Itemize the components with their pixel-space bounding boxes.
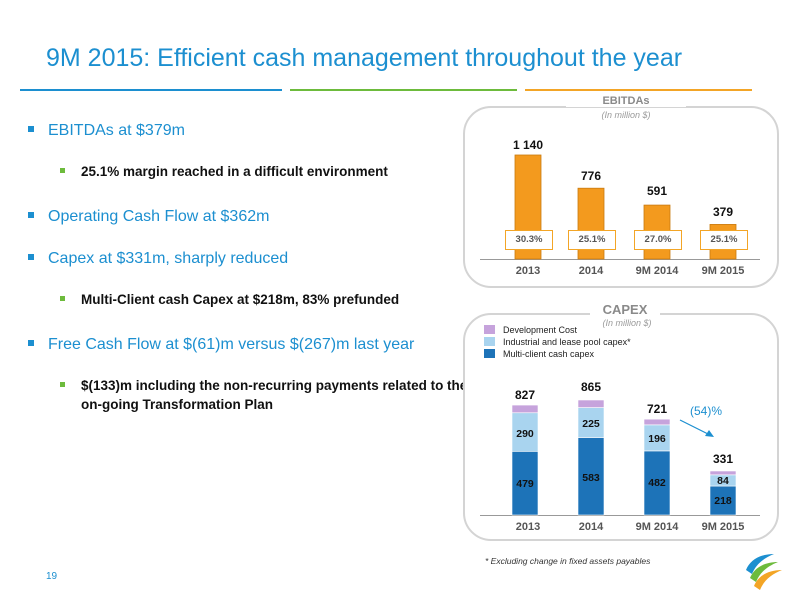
ebitda-value-label: 379 [712, 205, 734, 219]
capex-segment-label-mc: 218 [714, 495, 732, 507]
capex-bar-segment [577, 437, 605, 516]
capex-subtitle: (In million $) [602, 318, 652, 328]
company-logo [746, 554, 782, 590]
legend-swatch [484, 349, 495, 358]
capex-total-label: 721 [646, 402, 668, 416]
title-rule-green [290, 89, 517, 91]
capex-segment-label-ind: 196 [648, 433, 666, 445]
capex-bar-segment [643, 424, 671, 452]
bullet-text: 25.1% margin reached in a difficult envi… [81, 164, 388, 179]
bullet-text: Free Cash Flow at $(61)m versus $(267)m … [48, 336, 415, 353]
legend-item-industrial: Industrial and lease pool capex* [484, 336, 631, 348]
title-rule-blue [20, 89, 282, 91]
legend-item-multiclient: Multi-client cash capex [484, 348, 631, 360]
sub-bullet-item: $(133)m including the non-recurring paym… [28, 376, 468, 414]
bullet-text: Multi-Client cash Capex at $218m, 83% pr… [81, 292, 400, 307]
bullet-item: Capex at $331m, sharply reduced [28, 248, 468, 269]
capex-title: CAPEX [590, 302, 660, 317]
capex-bar-segment [511, 404, 539, 414]
ebitda-margin-badge: 30.3% [505, 230, 553, 250]
capex-segment-label-ind: 84 [717, 475, 729, 487]
ebitda-x-tick: 2013 [515, 265, 541, 277]
page-title: 9M 2015: Efficient cash management throu… [46, 44, 683, 72]
capex-bar-segment [709, 470, 737, 476]
bullet-marker [28, 340, 34, 346]
ebitda-margin-badge: 27.0% [634, 230, 682, 250]
capex-segment-label-mc: 482 [648, 477, 666, 489]
capex-x-tick: 9M 2014 [635, 521, 679, 533]
sub-bullet-marker [60, 382, 65, 387]
footnote: * Excluding change in fixed assets payab… [485, 556, 651, 566]
capex-bar-segment [577, 399, 605, 408]
legend-label: Industrial and lease pool capex* [503, 337, 631, 347]
capex-change-annotation: (54)% [690, 404, 723, 418]
capex-segment-label-ind: 225 [582, 418, 600, 430]
sub-bullet-marker [60, 168, 65, 173]
legend-label: Multi-client cash capex [503, 349, 595, 359]
legend-swatch [484, 337, 495, 346]
bullet-list: EBITDAs at $379m 25.1% margin reached in… [28, 120, 468, 439]
bullet-marker [28, 126, 34, 132]
capex-segment-label-mc: 479 [516, 478, 534, 490]
bullet-item: EBITDAs at $379m [28, 120, 468, 141]
capex-x-tick: 9M 2015 [701, 521, 745, 533]
legend-label: Development Cost [503, 325, 578, 335]
bullet-text: EBITDAs at $379m [48, 122, 185, 139]
capex-x-tick: 2013 [515, 521, 541, 533]
sub-bullet-item: Multi-Client cash Capex at $218m, 83% pr… [28, 290, 468, 309]
ebitda-value-label: 776 [580, 169, 602, 183]
capex-change-arrowhead [705, 430, 714, 437]
capex-segment-label-mc: 583 [582, 472, 600, 484]
legend-item-development: Development Cost [484, 324, 631, 336]
ebitda-margin-badge: 25.1% [568, 230, 616, 250]
capex-bar-segment [643, 418, 671, 426]
ebitda-value-label: 1 140 [512, 138, 544, 152]
capex-total-label: 865 [580, 380, 602, 394]
bullet-marker [28, 254, 34, 260]
capex-x-tick: 2014 [578, 521, 604, 533]
bullet-item: Free Cash Flow at $(61)m versus $(267)m … [28, 334, 428, 355]
capex-total-label: 331 [712, 452, 734, 466]
capex-legend: Development Cost Industrial and lease po… [484, 324, 631, 360]
ebitda-subtitle: (In million $) [601, 110, 651, 120]
bullet-item: Operating Cash Flow at $362m [28, 206, 468, 227]
bullet-text: Operating Cash Flow at $362m [48, 208, 270, 225]
ebitda-value-label: 591 [646, 184, 668, 198]
title-rule-orange [525, 89, 752, 91]
capex-segment-label-ind: 290 [516, 428, 534, 440]
ebitda-x-tick: 9M 2015 [701, 265, 745, 277]
capex-change-arrow [679, 419, 713, 437]
ebitda-title: EBITDAs [566, 95, 686, 107]
capex-bar-segment [643, 450, 671, 516]
legend-swatch [484, 325, 495, 334]
ebitda-x-tick: 2014 [578, 265, 604, 277]
bullet-text: $(133)m including the non-recurring paym… [81, 378, 468, 412]
ebitda-margin-badge: 25.1% [700, 230, 748, 250]
ebitda-x-tick: 9M 2014 [635, 265, 679, 277]
bullet-text: Capex at $331m, sharply reduced [48, 250, 289, 267]
capex-total-label: 827 [514, 388, 536, 402]
sub-bullet-item: 25.1% margin reached in a difficult envi… [28, 162, 468, 181]
sub-bullet-marker [60, 296, 65, 301]
page-number: 19 [46, 571, 58, 582]
bullet-marker [28, 212, 34, 218]
